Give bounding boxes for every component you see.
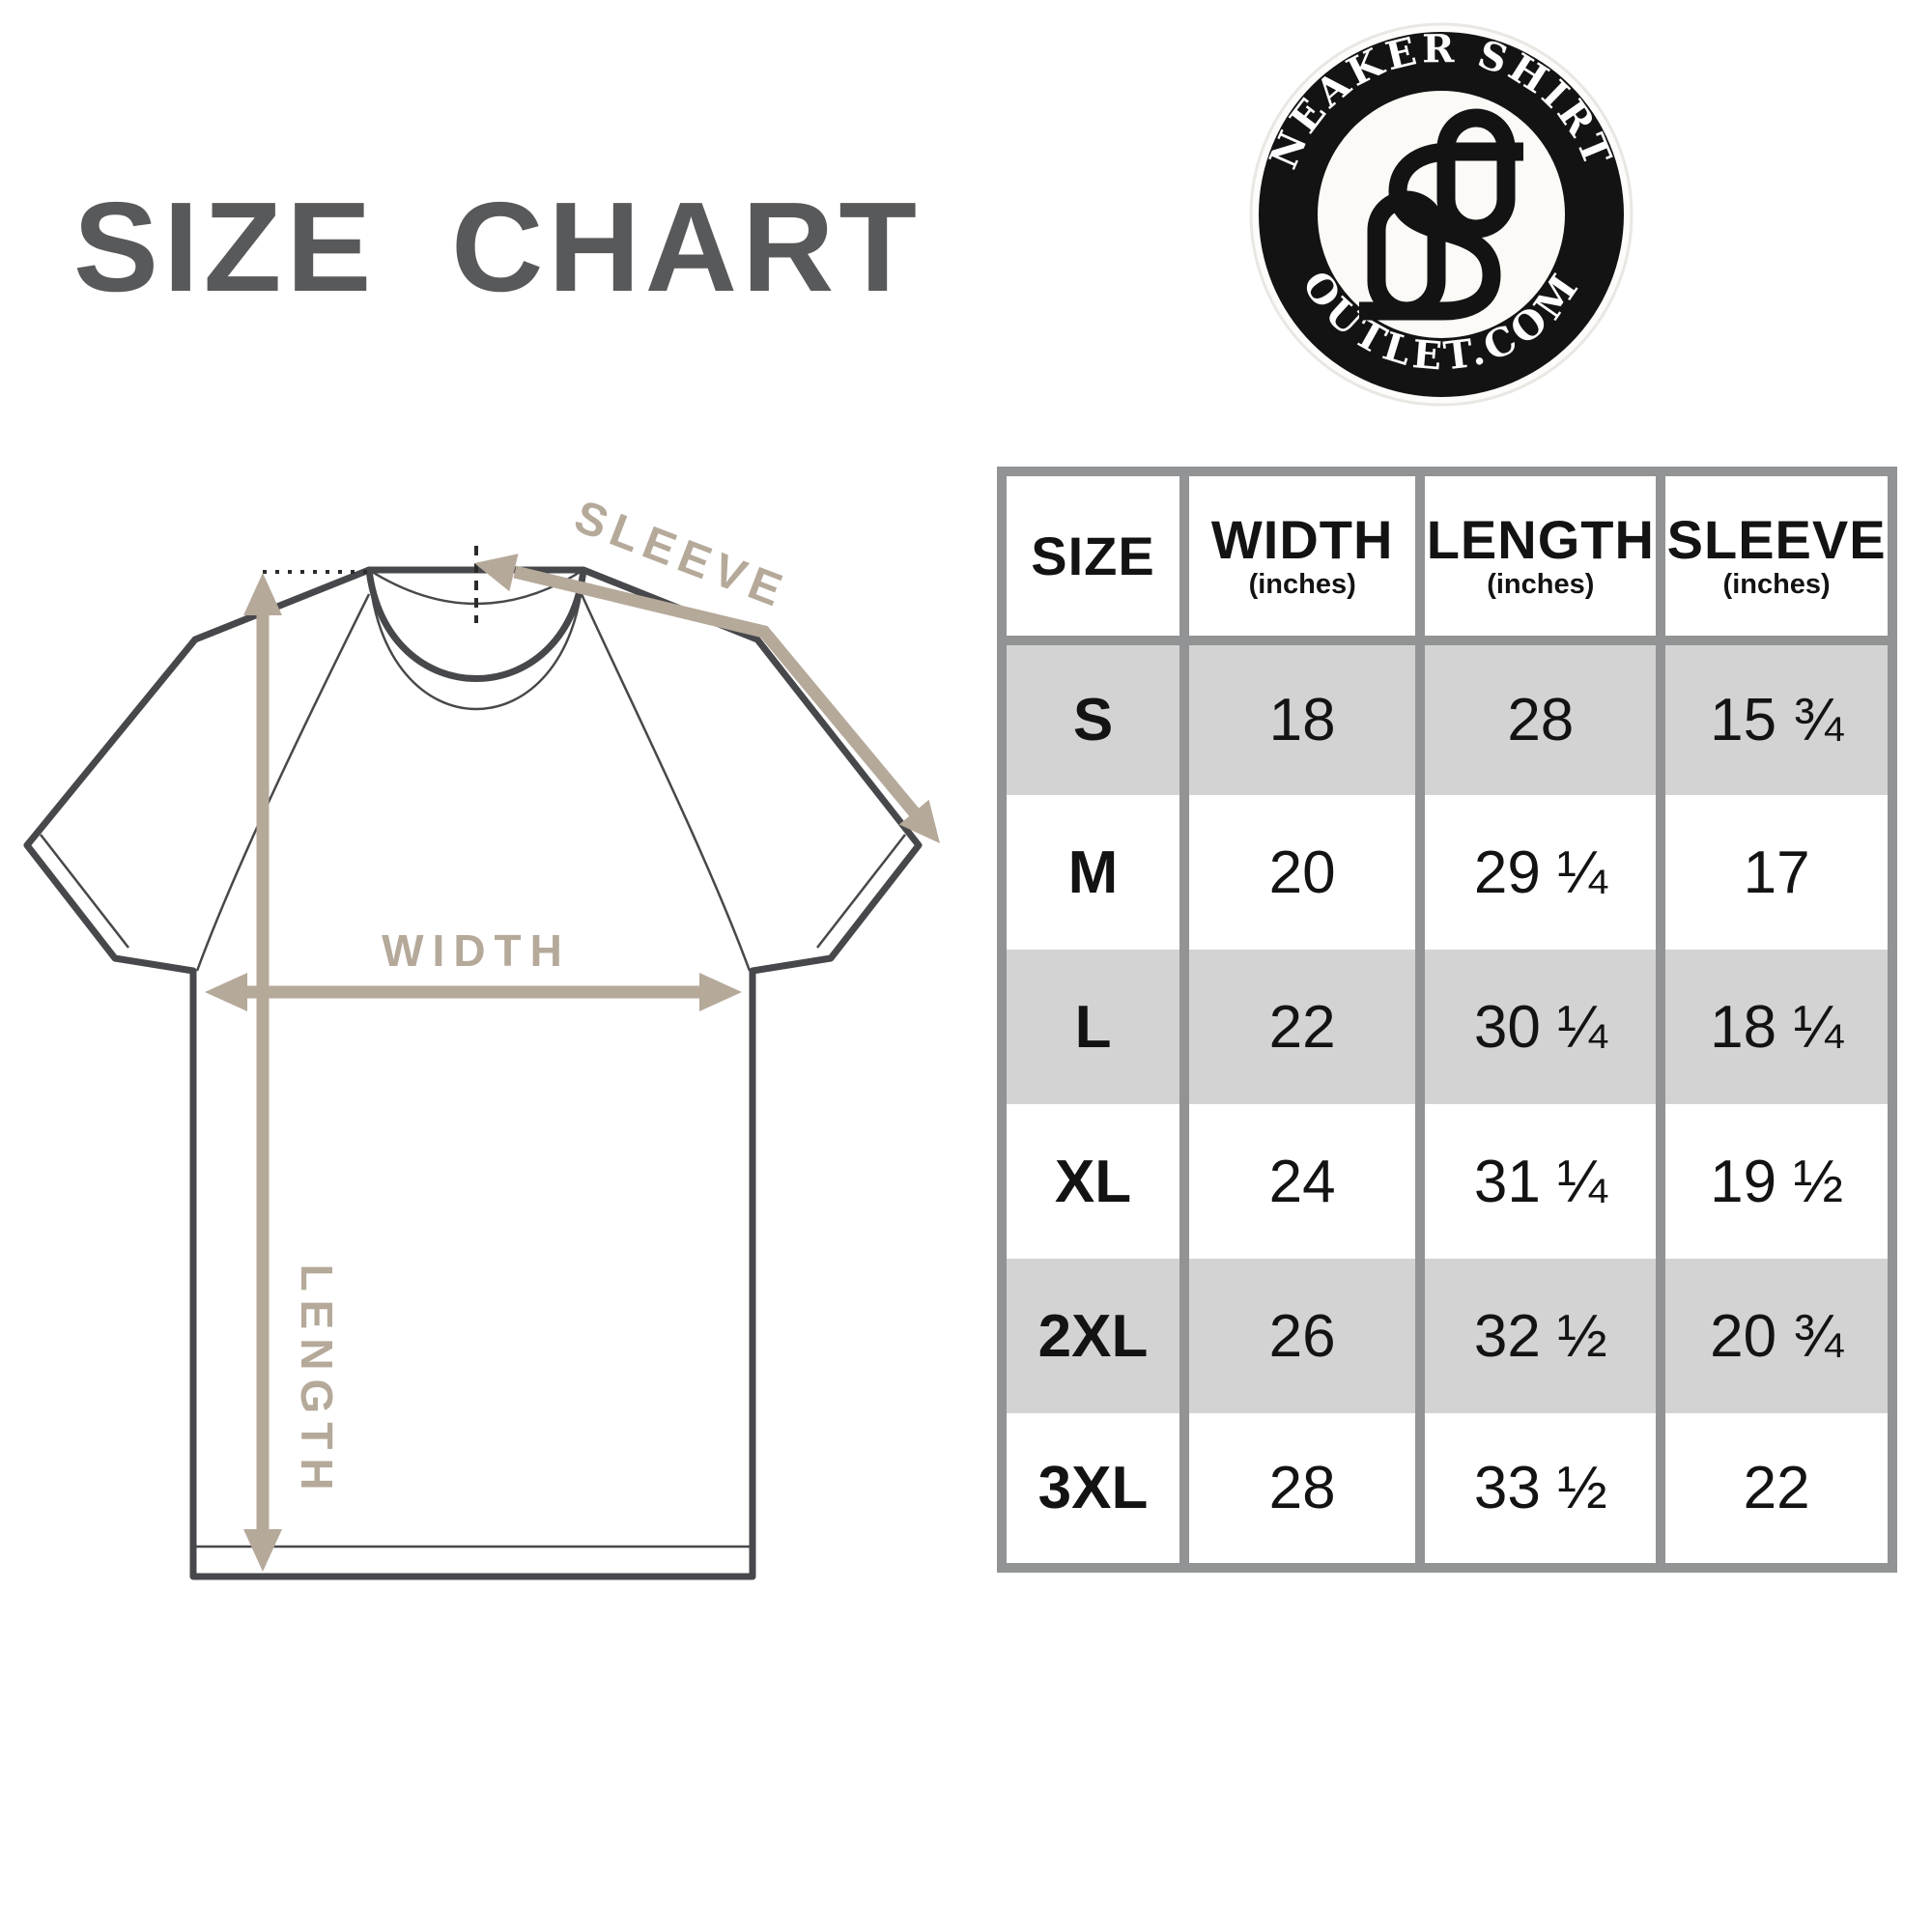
width-cell: 20 <box>1179 795 1421 950</box>
width-cell: 28 <box>1179 1413 1421 1568</box>
collar-front-thick-arc <box>365 569 587 682</box>
length-label: LENGTH <box>292 1264 342 1498</box>
shirt-outline <box>23 566 923 1580</box>
size-cell: M <box>1067 838 1119 906</box>
logo-sso-monogram-icon <box>1359 108 1523 321</box>
sleeve-cell: 19 ½ <box>1656 1104 1892 1259</box>
sleeve-arrow <box>474 554 940 843</box>
sleeve-cell: 22 <box>1656 1413 1892 1568</box>
collar-front-thin-arc <box>367 569 585 711</box>
width-cell: 18 <box>1179 640 1421 795</box>
right-sleeve-seam <box>580 593 752 972</box>
table-row-xl: XL 24 31 ¼ 19 ½ <box>1002 1104 1892 1259</box>
header-width: WIDTH (inches) <box>1179 471 1421 645</box>
right-cuff-line <box>816 834 906 949</box>
length-cell: 31 ¼ <box>1415 1104 1662 1259</box>
table-row-s: S 18 28 15 ¾ <box>1002 640 1892 795</box>
page-title: SIZE CHART <box>73 176 922 318</box>
size-table-header: SIZE WIDTH (inches) LENGTH (inches) SLEEVE… <box>1002 471 1892 645</box>
size-table: SIZE WIDTH (inches) LENGTH (inches) SLEEVE… <box>997 467 1897 1573</box>
table-row-m: M 20 29 ¼ 17 <box>1002 795 1892 950</box>
length-cell: 32 ½ <box>1415 1259 1662 1413</box>
width-cell: 24 <box>1179 1104 1421 1259</box>
header-length: LENGTH (inches) <box>1415 471 1662 645</box>
length-cell: 30 ¼ <box>1415 950 1662 1104</box>
left-cuff-line <box>40 834 129 949</box>
left-sleeve-seam <box>195 593 371 972</box>
tshirt-diagram-icon: WIDTH LENGTH SLEEVE <box>23 491 940 1580</box>
sleeve-cell: 20 ¾ <box>1656 1259 1892 1413</box>
length-cell: 28 <box>1415 640 1662 795</box>
size-cell: S <box>1072 687 1114 753</box>
header-size: SIZE <box>1002 471 1184 645</box>
size-cell: L <box>1074 993 1112 1061</box>
width-label: WIDTH <box>382 925 571 976</box>
brand-logo-badge: SNEAKER SHIRTS OUTLET.COM <box>1233 0 1634 408</box>
table-row-3xl: 3XL 28 33 ½ 22 <box>1002 1413 1892 1568</box>
size-cell: 3XL <box>1037 1455 1149 1521</box>
width-cell: 22 <box>1179 950 1421 1104</box>
sneaker-shirts-outlet-logo-icon: SNEAKER SHIRTS OUTLET.COM <box>1233 0 1634 407</box>
width-cell: 26 <box>1179 1259 1421 1413</box>
size-cell: XL <box>1054 1148 1132 1215</box>
sleeve-cell: 15 ¾ <box>1656 640 1892 795</box>
size-cell: 2XL <box>1037 1302 1149 1370</box>
width-arrow <box>205 973 742 1011</box>
table-row-l: L 22 30 ¼ 18 ¼ <box>1002 950 1892 1104</box>
length-cell: 33 ½ <box>1415 1413 1662 1568</box>
table-row-2xl: 2XL 26 32 ½ 20 ¾ <box>1002 1259 1892 1413</box>
header-sleeve: SLEEVE (inches) <box>1656 471 1892 645</box>
sleeve-cell: 18 ¼ <box>1656 950 1892 1104</box>
sleeve-cell: 17 <box>1656 795 1892 950</box>
shirt-measurement-diagram: WIDTH LENGTH SLEEVE <box>0 386 966 1594</box>
length-cell: 29 ¼ <box>1415 795 1662 950</box>
length-arrow <box>243 573 282 1572</box>
